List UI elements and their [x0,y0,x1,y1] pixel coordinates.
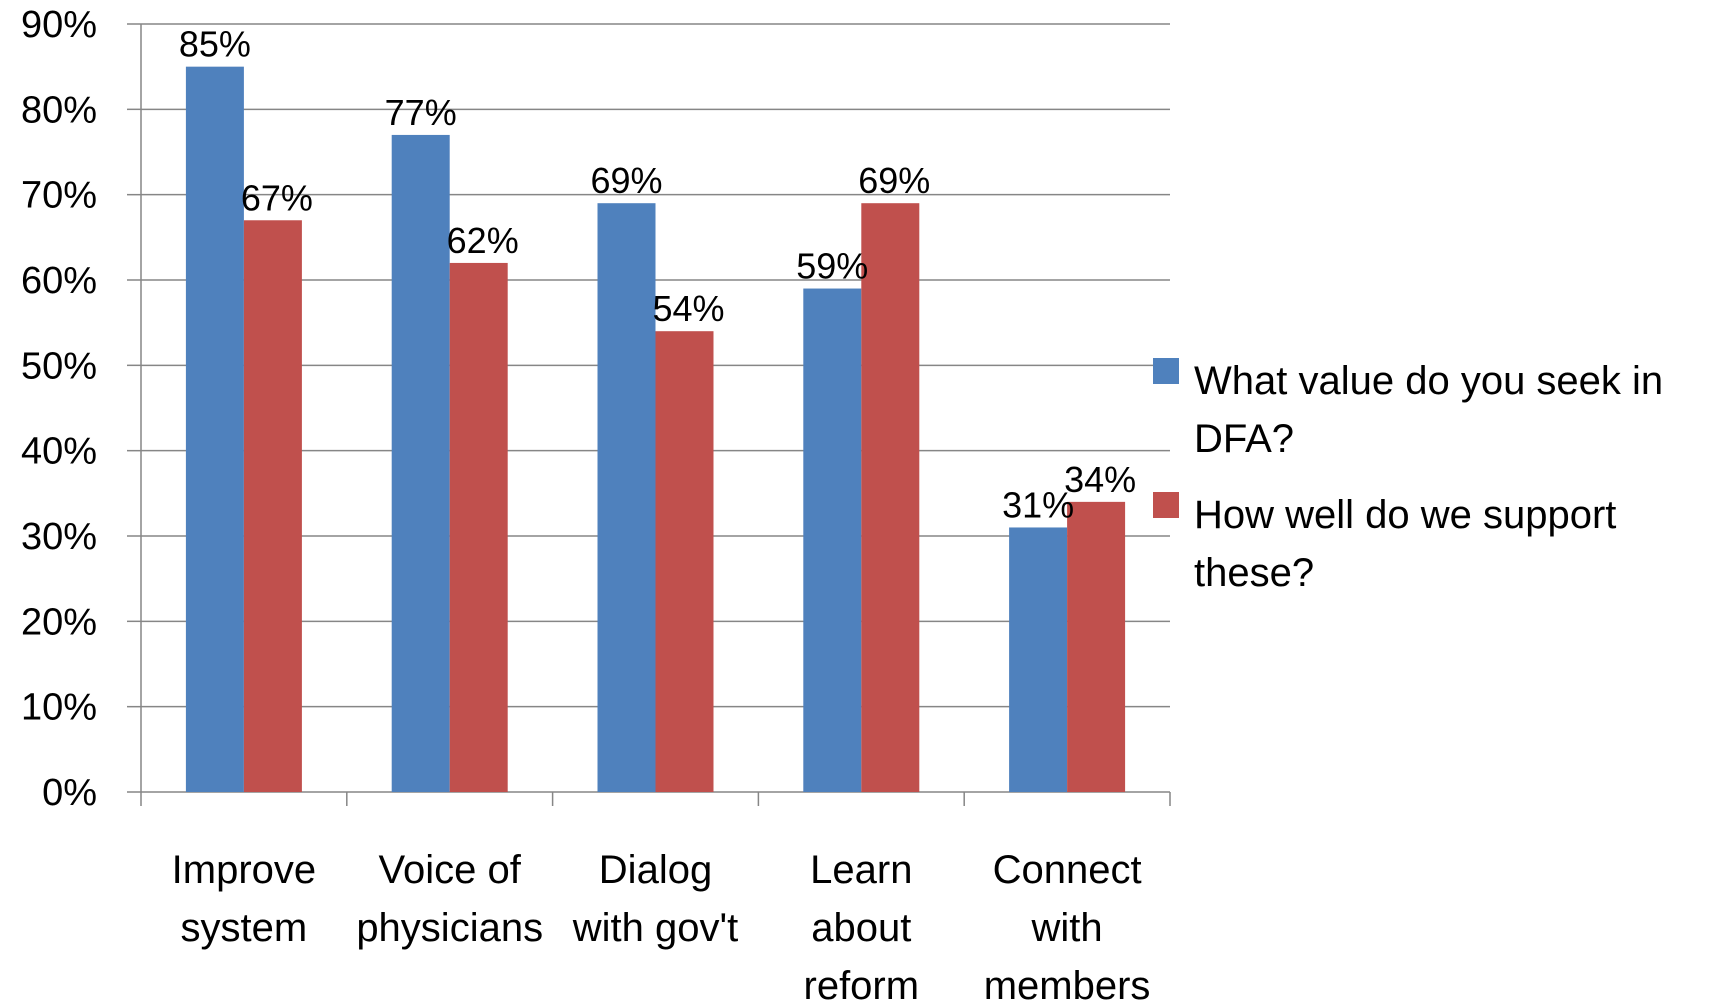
legend-label: DFA? [1194,417,1294,461]
bar-series-2 [449,262,508,792]
category-label: Learn [810,848,912,892]
category-label: members [984,964,1151,1001]
data-label: 77% [385,92,457,133]
bar-series-2 [861,203,920,792]
bar-series-1 [597,203,656,792]
y-tick-label: 90% [21,4,97,46]
data-label: 67% [241,177,313,218]
category-label: Dialog [599,848,712,892]
category-labels: Improve system Voice of physicians Dialog wit… [172,848,1151,1001]
legend-label: How well do we support [1194,493,1616,537]
data-label: 69% [590,160,662,201]
bar-series-1 [1009,527,1068,792]
legend-label: these? [1194,551,1314,595]
bar-series-1 [803,288,862,792]
y-tick-label: 50% [21,345,97,387]
category-label: reform [804,964,920,1001]
data-labels: 85% 67% 77% 62% 69% 54% 59% 69% 31%34% [179,24,1136,526]
category-label: with [1031,906,1103,950]
data-label: 54% [652,288,724,329]
bar-series-2 [655,331,714,792]
category-label: system [181,906,308,950]
legend-swatch [1153,358,1179,384]
y-tick-label: 10% [21,687,97,729]
y-tick-label: 40% [21,431,97,473]
data-label: 85% [179,24,251,65]
category-label: about [811,906,911,950]
bar-series-2 [243,220,302,792]
category-label: with gov't [572,906,739,950]
bars [185,66,1126,792]
y-tick-label: 30% [21,516,97,558]
y-tick-label: 60% [21,260,97,302]
bar-series-1 [391,134,450,792]
category-label: Improve [172,848,317,892]
y-tick-label: 80% [21,89,97,131]
legend-label: What value do you seek in [1194,359,1663,403]
y-tick-label: 70% [21,175,97,217]
category-label: physicians [356,906,543,950]
bar-series-2 [1067,501,1126,792]
bar-series-1 [185,66,244,792]
y-tick-label: 20% [21,601,97,643]
legend: What value do you seek in DFA? How well do… [1153,358,1663,595]
y-tick-label: 0% [42,772,97,814]
data-label: 59% [796,246,868,287]
data-label: 62% [447,220,519,261]
y-tick-labels: 0% 10% 20% 30% 40% 50% 60% 70% 80% 90% [21,4,97,814]
category-label: Voice of [379,848,522,892]
data-label: 31% [1002,484,1074,525]
legend-swatch [1153,492,1179,518]
category-label: Connect [993,848,1142,892]
data-label: 69% [858,160,930,201]
data-label: 34% [1064,459,1136,500]
